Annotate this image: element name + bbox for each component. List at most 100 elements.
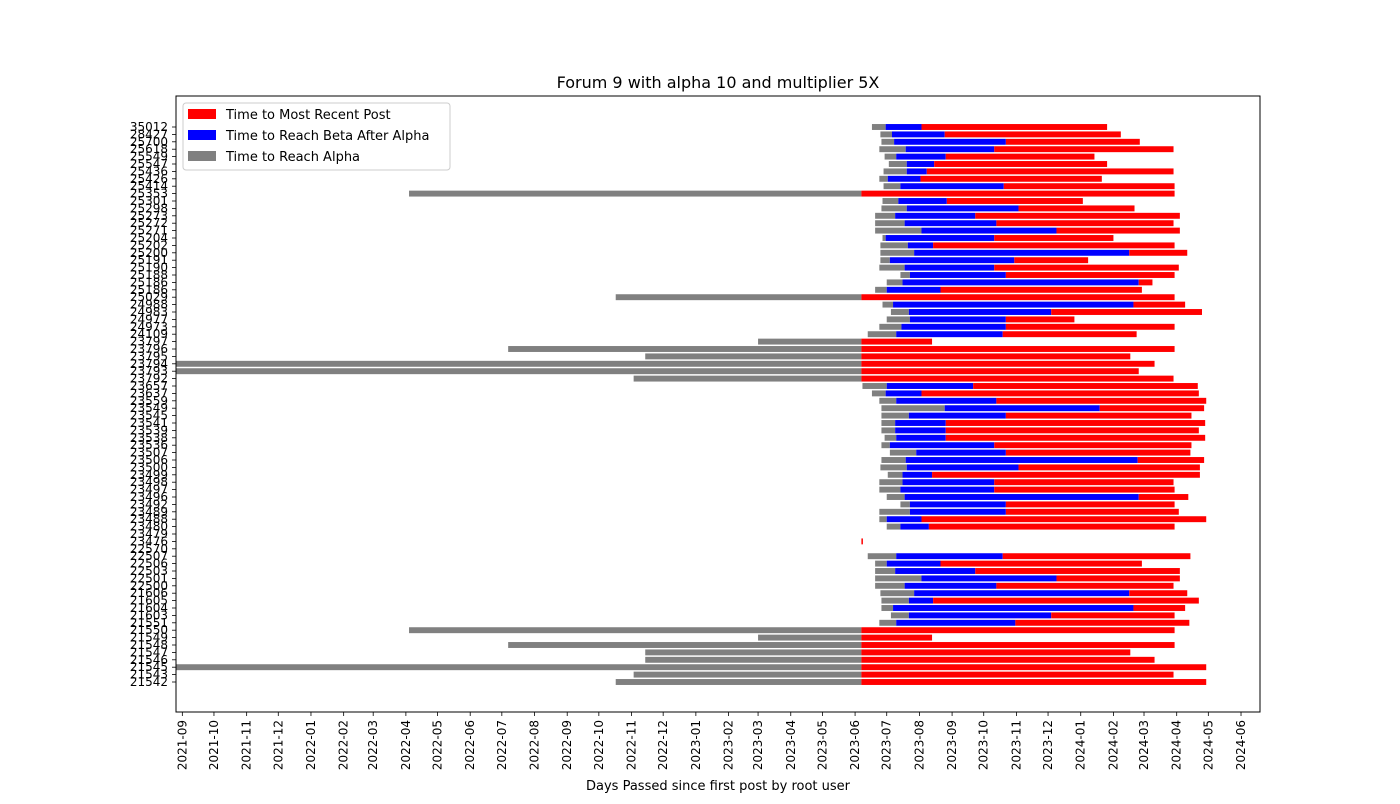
y-tick-label: 25414	[130, 179, 168, 193]
y-tick-label: 21606	[130, 586, 168, 600]
bar-alpha-segment	[875, 286, 887, 293]
bar-recent-segment	[945, 427, 1199, 434]
bar-alpha-segment	[881, 605, 894, 611]
legend-frame	[182, 102, 451, 171]
bar-recent-segment	[861, 649, 1131, 656]
bar-alpha-segment	[645, 649, 862, 656]
y-tick-label: 23795	[130, 349, 168, 363]
bar-alpha-segment	[886, 279, 903, 286]
plot-frame	[175, 95, 1261, 713]
bar-recent-segment	[994, 146, 1174, 153]
bar-recent-segment	[945, 434, 1206, 441]
bar-recent-segment	[946, 198, 1083, 204]
y-tick-label: 21546	[130, 653, 168, 667]
y-tick-label: 23539	[130, 423, 168, 437]
bar-beta-segment	[900, 183, 1004, 190]
bar-recent-segment	[1005, 323, 1175, 330]
bar-recent-segment	[933, 242, 1175, 249]
bar-recent-segment	[940, 286, 1142, 293]
y-tick-label: 25188	[130, 268, 168, 282]
y-tick-label: 25273	[130, 209, 168, 223]
bar-alpha-segment	[883, 168, 907, 175]
y-tick-label: 25191	[130, 253, 168, 267]
x-tick-label: 2023-05	[815, 720, 829, 770]
bar-recent-segment	[1005, 412, 1192, 419]
bar-recent-segment	[994, 479, 1174, 486]
y-tick-label: 25029	[130, 290, 168, 304]
y-tick-label: 23545	[130, 409, 168, 423]
bar-recent-segment	[861, 190, 1175, 197]
bar-recent-segment	[975, 212, 1180, 219]
bar-beta-segment	[886, 286, 941, 293]
y-tick-label: 25353	[130, 187, 168, 201]
y-tick-label: 25426	[130, 172, 168, 186]
bar-beta-segment	[889, 257, 1015, 264]
bar-alpha-segment	[884, 434, 897, 441]
bar-recent-segment	[1099, 405, 1205, 412]
bar-recent-segment	[932, 471, 1200, 478]
bar-beta-segment	[902, 279, 1139, 286]
bar-recent-segment	[1133, 605, 1186, 611]
bar-alpha-segment	[881, 412, 909, 419]
bar-beta-segment	[921, 575, 1057, 582]
y-tick-label: 22500	[130, 579, 168, 593]
bar-recent-segment	[945, 153, 1095, 160]
y-tick-label: 23538	[130, 431, 168, 445]
bar-recent-segment	[1138, 279, 1153, 286]
bar-alpha-segment	[879, 323, 902, 330]
bar-alpha-segment	[881, 420, 896, 426]
bar-beta-segment	[909, 272, 1006, 278]
bar-beta-segment	[887, 175, 921, 182]
bar-alpha-segment	[880, 249, 915, 256]
bar-alpha-segment	[645, 353, 862, 360]
bar-recent-segment	[861, 294, 1175, 301]
x-tick-label: 2022-01	[304, 720, 318, 770]
y-tick-label: 23479	[130, 527, 168, 541]
bar-recent-segment	[921, 390, 1199, 397]
chart-title: Forum 9 with alpha 10 and multiplier 5X	[557, 73, 880, 92]
y-tick-label: 25547	[130, 157, 168, 171]
legend-swatch	[188, 130, 216, 140]
bar-alpha-segment	[880, 242, 908, 249]
bar-recent-segment	[944, 131, 1121, 138]
y-tick-label: 22501	[130, 571, 168, 585]
y-tick-label: 23496	[130, 490, 168, 504]
bar-recent-segment	[1133, 301, 1186, 308]
bar-recent-segment	[1002, 553, 1191, 560]
bar-recent-segment	[861, 671, 1174, 678]
bar-beta-segment	[885, 124, 922, 130]
x-tick-label: 2023-04	[784, 720, 798, 770]
bar-alpha-segment	[881, 427, 896, 434]
y-tick-label: 21604	[130, 601, 168, 615]
x-tick-label: 2022-09	[560, 720, 574, 770]
bar-beta-segment	[908, 412, 1006, 419]
y-tick-label: 23549	[130, 401, 168, 415]
bar-beta-segment	[909, 508, 1006, 515]
bar-alpha-segment	[886, 494, 905, 500]
x-tick-label: 2021-10	[207, 720, 221, 770]
bar-recent-segment	[1018, 205, 1135, 212]
bar-alpha-segment	[887, 471, 903, 478]
bar-recent-segment	[975, 568, 1180, 574]
y-tick-label: 25700	[130, 135, 168, 149]
y-tick-label: 25186	[130, 275, 168, 289]
bar-alpha-segment	[880, 257, 890, 264]
bar-recent-segment	[1137, 457, 1205, 463]
y-tick-label: 23506	[130, 453, 168, 467]
bar-beta-segment	[907, 242, 934, 249]
bar-alpha-segment	[881, 457, 906, 463]
y-tick-label: 23657	[130, 379, 168, 393]
bar-beta-segment	[906, 168, 927, 175]
y-tick-label: 23559	[130, 394, 168, 408]
legend-swatch	[188, 109, 216, 119]
y-tick-label: 21603	[130, 608, 168, 622]
bar-beta-segment	[891, 131, 945, 138]
y-tick-label: 25190	[130, 261, 168, 275]
bar-recent-segment	[926, 168, 1174, 175]
bar-beta-segment	[896, 619, 1016, 626]
bar-recent-segment	[861, 664, 1207, 671]
y-tick-label: 23488	[130, 512, 168, 526]
bar-beta-segment	[896, 397, 997, 404]
bar-recent-segment	[921, 516, 1207, 523]
